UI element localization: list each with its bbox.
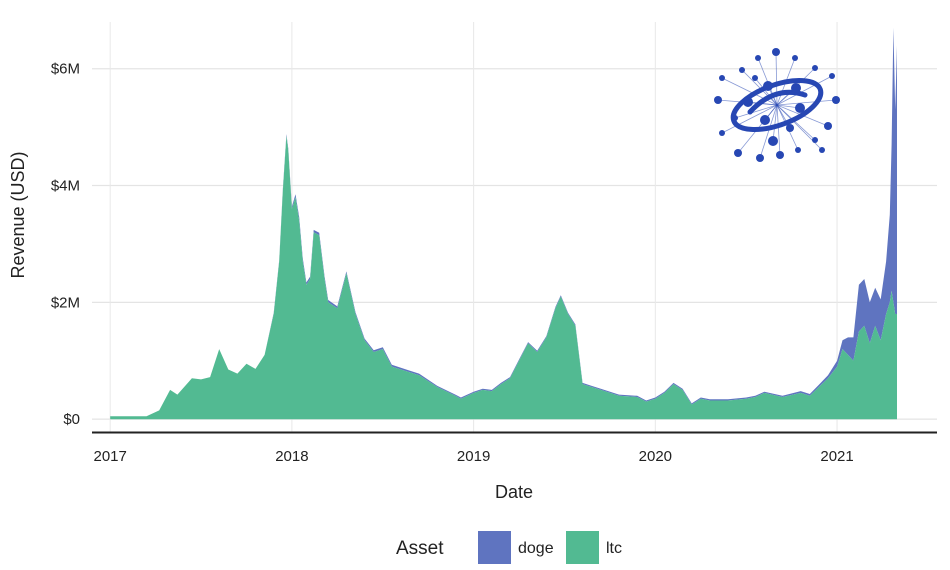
legend-swatch-ltc: [566, 531, 599, 564]
area-ltc: [110, 135, 897, 420]
logo-link: [741, 69, 778, 106]
y-tick-labels: $0 $2M $4M $6M: [51, 61, 80, 428]
logo-node: [714, 96, 722, 104]
logo-link: [759, 104, 778, 159]
y-tick-label: $6M: [51, 61, 80, 78]
logo-node: [719, 75, 725, 81]
logo-node: [795, 103, 805, 113]
logo-link: [776, 57, 796, 106]
logo-link: [776, 75, 833, 106]
legend-label-ltc: ltc: [606, 540, 622, 557]
logo-node: [768, 136, 778, 146]
logo-link: [776, 99, 837, 106]
logo-node: [743, 97, 753, 107]
logo-link: [772, 104, 778, 142]
network-globe-logo: [714, 48, 840, 162]
logo-link: [776, 104, 781, 156]
logo-node: [719, 130, 725, 136]
logo-node: [792, 55, 798, 61]
legend-label-doge: doge: [518, 540, 554, 557]
y-tick-label: $4M: [51, 178, 80, 195]
logo-link: [721, 77, 778, 106]
logo-node: [734, 149, 742, 157]
area-series: [110, 27, 897, 420]
logo-node: [819, 147, 825, 153]
x-tick-label: 2019: [457, 448, 490, 465]
legend-title: Asset: [396, 538, 444, 559]
logo-link: [775, 51, 778, 106]
y-axis-label: Revenue (USD): [8, 151, 28, 278]
logo-node: [812, 65, 818, 71]
x-tick-label: 2021: [820, 448, 853, 465]
logo-node: [763, 81, 773, 91]
logo-node: [812, 137, 818, 143]
logo-node: [829, 73, 835, 79]
y-tick-label: $2M: [51, 294, 80, 311]
logo-link: [721, 104, 778, 134]
logo-link: [754, 77, 778, 106]
y-tick-label: $0: [63, 411, 80, 428]
legend: Asset doge ltc: [396, 531, 622, 564]
logo-node: [752, 75, 758, 81]
logo-node: [739, 67, 745, 73]
logo-node: [791, 83, 801, 93]
x-tick-label: 2017: [93, 448, 126, 465]
x-tick-label: 2018: [275, 448, 308, 465]
logo-node: [824, 122, 832, 130]
x-tick-labels: 2017 2018 2019 2020 2021: [93, 448, 853, 465]
logo-link: [776, 104, 791, 129]
logo-node: [795, 147, 801, 153]
area-doge: [110, 27, 897, 417]
x-axis-label: Date: [495, 482, 533, 502]
logo-node: [832, 96, 840, 104]
legend-swatch-doge: [478, 531, 511, 564]
logo-node: [772, 48, 780, 56]
logo-node: [786, 124, 794, 132]
logo-node: [756, 154, 764, 162]
logo-node: [732, 115, 738, 121]
logo-node: [755, 55, 761, 61]
logo-link: [776, 104, 829, 127]
logo-node: [760, 115, 770, 125]
logo-link: [734, 104, 778, 119]
x-tick-label: 2020: [639, 448, 672, 465]
logo-node: [776, 151, 784, 159]
